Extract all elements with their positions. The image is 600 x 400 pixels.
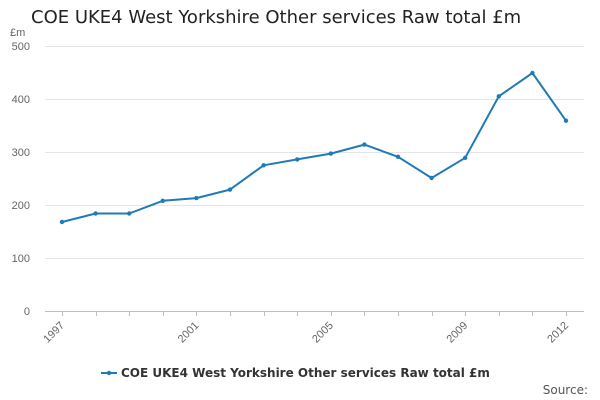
legend-marker-swatch bbox=[106, 370, 112, 376]
data-point bbox=[496, 94, 501, 99]
data-point bbox=[127, 211, 132, 216]
y-tick-label: 0 bbox=[24, 306, 30, 318]
data-point bbox=[194, 195, 199, 201]
y-tick-label: 200 bbox=[12, 200, 30, 212]
data-point bbox=[563, 118, 569, 123]
data-point bbox=[93, 211, 98, 216]
y-tick-label: 100 bbox=[12, 253, 30, 265]
y-tick-label: 500 bbox=[12, 41, 30, 53]
axes: 0 100 200 300 400 500 1997 2001 2005 2009 2012 bbox=[12, 41, 584, 345]
legend-label: COE UKE4 West Yorkshire Other services R… bbox=[121, 366, 490, 380]
y-axis-unit-label: £m bbox=[10, 27, 25, 39]
x-tick-label: 2009 bbox=[445, 320, 471, 346]
series-line bbox=[61, 72, 567, 223]
x-tick-label: 2012 bbox=[545, 320, 571, 346]
x-tick-label: 1997 bbox=[41, 320, 67, 346]
data-point bbox=[429, 175, 434, 181]
data-point bbox=[261, 163, 266, 168]
y-tick-label: 400 bbox=[12, 94, 30, 106]
data-point bbox=[227, 187, 233, 192]
data-point bbox=[463, 155, 468, 160]
legend: COE UKE4 West Yorkshire Other services R… bbox=[101, 366, 490, 380]
data-point bbox=[530, 70, 535, 76]
series-layer bbox=[59, 70, 569, 225]
x-tick-label: 2005 bbox=[310, 320, 336, 346]
x-tick-label: 2001 bbox=[176, 320, 202, 346]
data-point bbox=[160, 198, 165, 203]
data-point bbox=[59, 219, 65, 225]
y-tick-label: 300 bbox=[12, 147, 30, 159]
data-point bbox=[395, 154, 401, 159]
gridlines bbox=[45, 46, 584, 259]
data-point bbox=[362, 142, 367, 147]
data-point bbox=[295, 157, 300, 162]
source-label: Source: bbox=[543, 383, 588, 397]
data-point bbox=[328, 151, 333, 156]
chart-title: COE UKE4 West Yorkshire Other services R… bbox=[31, 7, 522, 28]
